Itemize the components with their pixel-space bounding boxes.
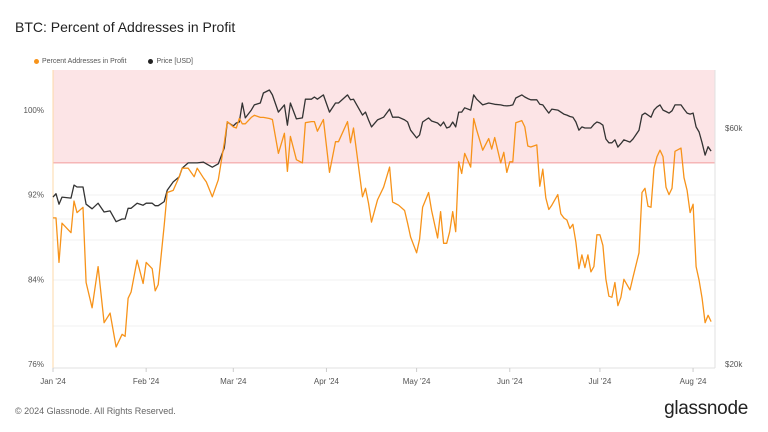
x-tick-label: Aug '24 (680, 377, 707, 386)
legend-label-percent: Percent Addresses in Profit (42, 58, 127, 65)
legend-item-price[interactable]: Price [USD] (148, 58, 193, 65)
percent-profit-series-line (53, 114, 712, 348)
legend-item-percent[interactable]: Percent Addresses in Profit (34, 58, 126, 65)
copyright: © 2024 Glassnode. All Rights Reserved. (15, 406, 176, 416)
black-dot-icon (148, 59, 154, 64)
x-tick-label: Jul '24 (588, 377, 611, 386)
y-left-tick-label: 76% (28, 360, 44, 369)
y-right-tick-label: $20k (725, 360, 743, 369)
x-tick-label: May '24 (403, 377, 431, 386)
x-tick-label: Apr '24 (314, 377, 340, 386)
glassnode-logo: glassnode (664, 398, 748, 419)
x-tick-label: Feb '24 (133, 377, 160, 386)
x-tick-label: Jan '24 (40, 377, 66, 386)
y-right-tick-label: $60k (725, 124, 743, 133)
y-left-tick-label: 84% (28, 275, 44, 284)
x-tick-label: Mar '24 (220, 377, 247, 386)
x-tick-label: Jun '24 (497, 377, 523, 386)
y-left-tick-label: 100% (24, 106, 44, 115)
legend-label-price: Price [USD] (156, 58, 193, 65)
chart-title: BTC: Percent of Addresses in Profit (15, 19, 236, 35)
legend: Percent Addresses in Profit Price [USD] (34, 58, 193, 65)
orange-dot-icon (34, 59, 39, 64)
y-left-tick-label: 92% (28, 191, 44, 200)
